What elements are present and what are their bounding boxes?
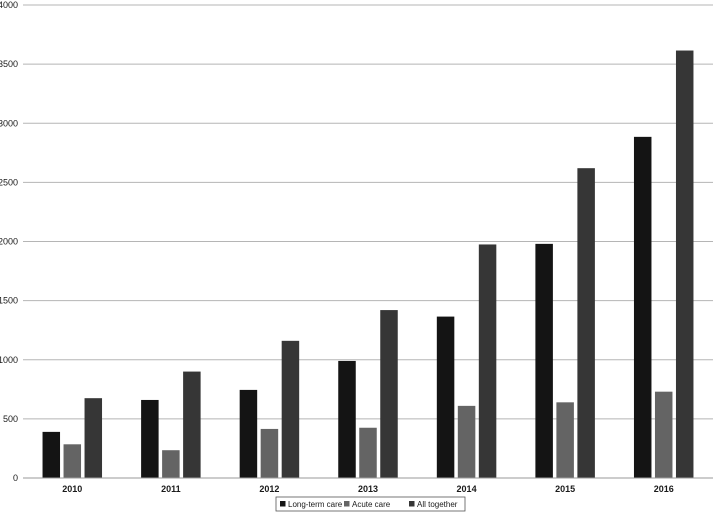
x-tick-label: 2012 <box>259 484 279 494</box>
y-tick-label: 4000 <box>0 0 18 10</box>
bar <box>281 340 300 478</box>
x-tick-label: 2016 <box>654 484 674 494</box>
bar <box>380 310 398 478</box>
y-tick-label: 3000 <box>0 118 18 128</box>
y-tick-label: 1500 <box>0 296 18 306</box>
x-tick-label: 2015 <box>555 484 575 494</box>
legend-swatch <box>344 501 350 507</box>
x-tick-label: 2013 <box>358 484 378 494</box>
legend-label: Acute care <box>352 500 391 509</box>
bar <box>239 389 258 478</box>
y-tick-label: 2000 <box>0 237 18 247</box>
bar <box>478 244 497 478</box>
bar <box>457 405 476 478</box>
bars <box>42 50 694 479</box>
y-tick-label: 0 <box>13 473 18 483</box>
bar <box>183 371 201 478</box>
bar <box>260 428 279 478</box>
legend-swatch <box>280 501 286 507</box>
x-tick-label: 2011 <box>161 484 181 494</box>
bar <box>63 444 82 478</box>
x-tick-label: 2014 <box>457 484 477 494</box>
gridlines <box>23 4 713 479</box>
bar <box>162 450 180 478</box>
x-tick-label: 2010 <box>62 484 82 494</box>
bar <box>42 431 61 478</box>
y-tick-label: 2500 <box>0 177 18 187</box>
bar <box>577 168 595 478</box>
bar <box>359 427 377 478</box>
bar <box>535 243 553 478</box>
bar <box>338 360 356 478</box>
bar <box>84 398 103 478</box>
y-tick-label: 500 <box>3 414 18 424</box>
legend-label: Long-term care <box>288 500 343 509</box>
legend-swatch <box>409 501 415 507</box>
y-tick-label: 1000 <box>0 355 18 365</box>
bar <box>556 402 574 478</box>
legend-label: All together <box>417 500 458 509</box>
bar <box>633 136 652 478</box>
bar <box>436 316 455 478</box>
x-axis-tick-labels: 2010 2011 2012 2013 2014 2015 2016 <box>62 484 673 494</box>
y-tick-label: 3500 <box>0 59 18 69</box>
y-axis-tick-labels: 0 500 1000 1500 2000 2500 3000 3500 4000 <box>0 0 18 483</box>
bar <box>675 50 694 479</box>
bar <box>141 399 159 478</box>
legend-box <box>275 496 466 512</box>
bar <box>654 391 673 478</box>
legend: Long-term care Acute care All together <box>275 496 466 512</box>
